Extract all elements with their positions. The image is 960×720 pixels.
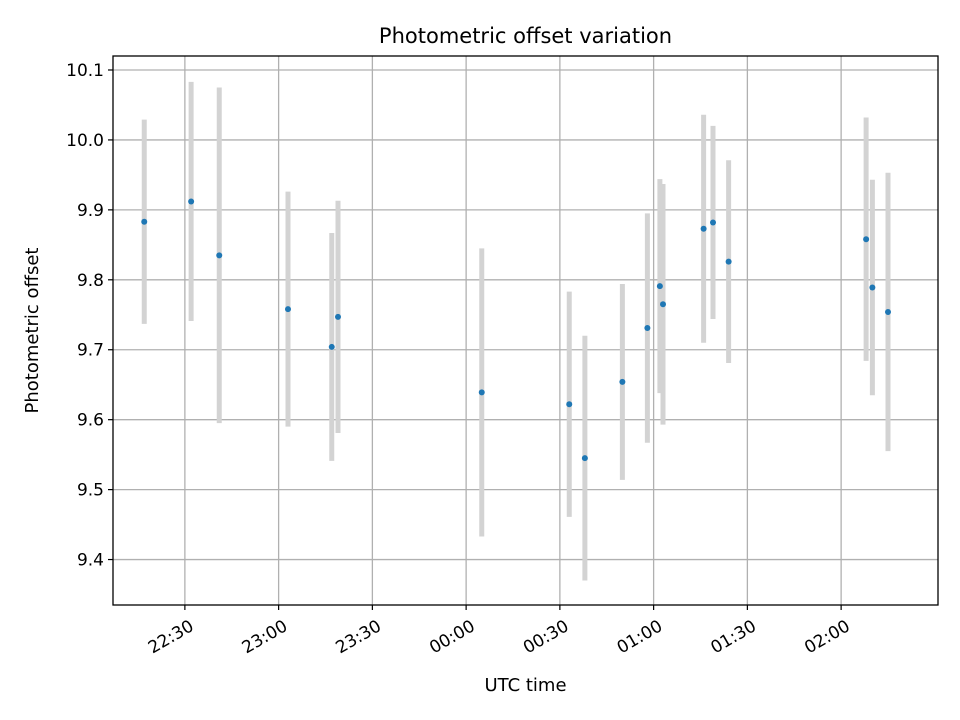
data-point [328,343,335,350]
data-point [869,284,876,291]
data-point [566,401,573,408]
y-tick-label: 9.9 [77,201,104,221]
data-point [581,455,588,462]
data-point [863,236,870,243]
data-point [660,301,666,308]
y-tick-label: 9.8 [77,271,104,291]
y-tick-label: 9.7 [77,341,104,361]
data-point [478,389,485,396]
data-point [216,252,223,259]
plot-frame [112,55,939,606]
data-point [285,306,291,313]
data-point [619,378,626,385]
data-point [700,225,707,232]
y-tick-label: 9.4 [77,551,104,571]
x-axis-title: UTC time [484,675,566,696]
y-tick-label: 10.1 [66,61,104,81]
y-tick-label: 9.6 [77,411,104,431]
data-point [188,198,195,205]
data-point [656,283,663,290]
data-points [141,198,891,462]
y-axis-title: Photometric offset [22,248,43,414]
data-point [335,313,341,320]
grid [113,56,938,605]
data-point [885,308,891,315]
chart-title: Photometric offset variation [379,24,672,48]
y-tick-label: 10.0 [66,131,104,151]
data-point [710,219,716,226]
data-point [141,218,148,225]
y-tick-label: 9.5 [77,481,104,501]
data-point [725,258,732,265]
data-point [644,325,651,332]
